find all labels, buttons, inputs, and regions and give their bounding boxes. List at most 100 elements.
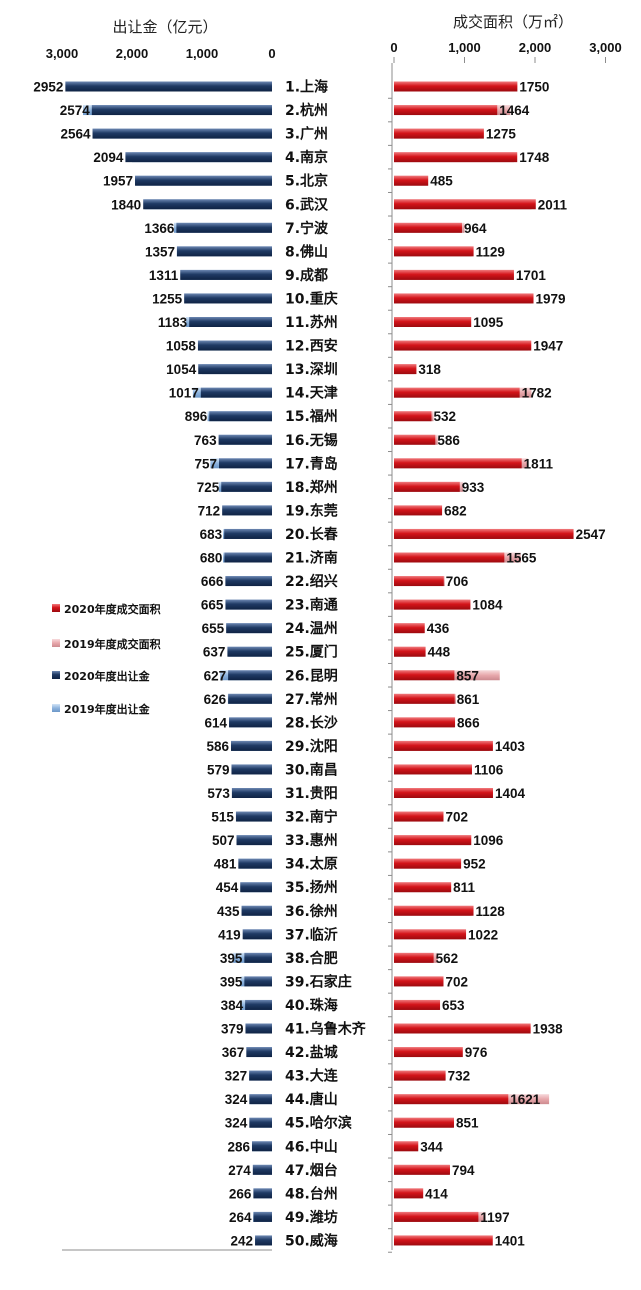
label-2020-land-revenue: 324 (225, 1092, 248, 1107)
bar-2020-land-revenue (222, 505, 272, 516)
legend-item-pink-2019: 2019年度成交面积 (52, 637, 161, 651)
label-2020-land-revenue: 384 (221, 998, 244, 1013)
label-2020-transaction-area: 2011 (538, 197, 568, 212)
right-tick-label: 0 (390, 40, 397, 55)
city-label: 24.温州 (285, 621, 338, 637)
label-2020-transaction-area: 1464 (499, 103, 530, 118)
label-2020-land-revenue: 507 (212, 833, 235, 848)
label-2020-land-revenue: 1366 (144, 221, 175, 236)
label-2020-land-revenue: 573 (207, 786, 230, 801)
bar-2020-land-revenue (245, 999, 272, 1010)
label-2020-transaction-area: 1129 (476, 244, 505, 259)
bar-2020-land-revenue (228, 693, 272, 704)
label-2020-transaction-area: 653 (442, 998, 465, 1013)
label-2020-transaction-area: 1084 (472, 598, 503, 613)
label-2020-transaction-area: 866 (457, 715, 480, 730)
label-2020-land-revenue: 1017 (169, 386, 199, 401)
bar-2020-land-revenue (252, 1164, 272, 1175)
bar-2020-transaction-area (394, 999, 441, 1010)
bar-2020-land-revenue (229, 717, 272, 728)
label-2020-land-revenue: 637 (203, 645, 226, 660)
legend-label-pink-2019: 2019年度成交面积 (64, 637, 161, 651)
label-2020-transaction-area: 857 (456, 668, 479, 683)
bar-2020-transaction-area (394, 269, 514, 280)
label-2020-land-revenue: 680 (200, 551, 223, 566)
bar-2020-land-revenue (177, 246, 272, 257)
bar-2020-land-revenue (244, 952, 272, 963)
bar-2020-transaction-area (394, 717, 456, 728)
bar-2020-land-revenue (231, 788, 272, 798)
label-2020-transaction-area: 964 (464, 221, 487, 236)
bar-2020-land-revenue (198, 364, 272, 375)
city-label: 21.济南 (285, 550, 338, 567)
legend-swatch-blue-2019 (52, 704, 60, 712)
bar-2020-transaction-area (394, 340, 532, 351)
city-label: 23.南通 (285, 597, 338, 614)
label-2020-land-revenue: 419 (218, 927, 241, 942)
city-label: 14.天津 (285, 385, 338, 402)
bar-2020-land-revenue (176, 222, 272, 233)
bar-2020-land-revenue (200, 387, 272, 398)
bar-2020-transaction-area (394, 858, 462, 869)
city-label: 28.长沙 (285, 714, 338, 731)
bar-2020-transaction-area (394, 1141, 419, 1152)
bar-2020-land-revenue (242, 929, 272, 940)
city-label: 42.盐城 (285, 1044, 338, 1061)
bar-2020-land-revenue (244, 976, 272, 987)
label-2020-land-revenue: 2094 (93, 150, 124, 165)
label-2020-transaction-area: 811 (453, 880, 475, 895)
label-2020-land-revenue: 896 (185, 409, 208, 424)
bar-2020-land-revenue (249, 1070, 272, 1081)
bar-2020-land-revenue (249, 1117, 272, 1128)
label-2020-transaction-area: 1947 (533, 339, 563, 354)
bar-2020-transaction-area (394, 458, 522, 469)
bar-2020-transaction-area (394, 1047, 463, 1058)
label-2020-land-revenue: 1255 (152, 291, 183, 306)
label-2020-land-revenue: 579 (207, 762, 230, 777)
city-label: 49.潍坊 (285, 1209, 338, 1226)
label-2020-transaction-area: 1106 (474, 762, 504, 777)
label-2020-land-revenue: 2952 (33, 80, 63, 95)
legend-item-navy-2020: 2020年度出让金 (52, 669, 151, 683)
city-label: 33.惠州 (285, 832, 338, 849)
city-label: 5.北京 (285, 173, 328, 190)
label-2020-transaction-area: 2547 (576, 527, 606, 542)
label-2020-land-revenue: 666 (201, 574, 224, 589)
city-label: 46.中山 (285, 1138, 338, 1155)
bar-2020-land-revenue (231, 764, 272, 775)
label-2020-land-revenue: 274 (228, 1163, 251, 1178)
city-label: 34.太原 (285, 856, 338, 873)
left-panel-title: 出让金（亿元） (112, 18, 217, 36)
label-2020-land-revenue: 1957 (103, 174, 133, 189)
city-label: 48.台州 (285, 1185, 338, 1202)
bar-2020-transaction-area (394, 740, 493, 751)
label-2020-transaction-area: 1748 (519, 150, 550, 165)
bar-2020-land-revenue (225, 576, 272, 587)
bar-2020-transaction-area (394, 976, 444, 987)
label-2020-transaction-area: 318 (418, 362, 441, 377)
bar-2020-land-revenue (143, 199, 272, 210)
bar-2020-land-revenue (255, 1235, 272, 1246)
label-2020-land-revenue: 2574 (60, 103, 91, 118)
label-2020-land-revenue: 515 (211, 810, 234, 825)
label-2020-transaction-area: 706 (446, 574, 469, 589)
city-label: 16.无锡 (285, 432, 338, 449)
label-2020-transaction-area: 414 (425, 1186, 448, 1201)
city-label: 3.广州 (285, 126, 328, 143)
label-2020-land-revenue: 683 (200, 527, 223, 542)
label-2020-transaction-area: 344 (420, 1139, 443, 1154)
label-2020-transaction-area: 702 (445, 810, 468, 825)
bar-2020-land-revenue (184, 293, 272, 304)
left-tick-label: 2,000 (116, 46, 149, 61)
city-label: 18.郑州 (285, 479, 338, 496)
city-label: 13.深圳 (285, 361, 338, 378)
label-2020-transaction-area: 1938 (533, 1022, 564, 1037)
bar-2020-land-revenue (226, 623, 272, 634)
label-2020-transaction-area: 682 (444, 503, 467, 518)
label-2020-land-revenue: 435 (217, 904, 240, 919)
label-2020-land-revenue: 1311 (149, 268, 179, 283)
right-tick-label: 1,000 (448, 40, 481, 55)
bar-2020-transaction-area (394, 293, 534, 304)
